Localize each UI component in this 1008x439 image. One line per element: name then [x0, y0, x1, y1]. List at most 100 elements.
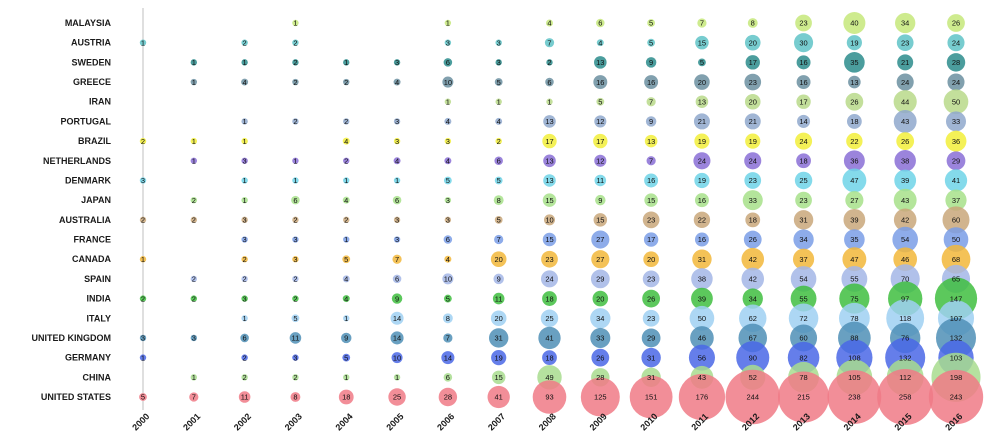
bubble: [894, 169, 917, 192]
bubble: [292, 39, 299, 46]
bubble: [492, 292, 505, 305]
bubble-value-label: 17: [799, 97, 807, 106]
bubble: [695, 35, 709, 50]
bubble: [693, 152, 711, 170]
bubbles-layer: [139, 11, 984, 425]
bubble-value-label: 3: [446, 216, 450, 225]
bubble: [590, 308, 611, 329]
bubble-value-label: 19: [698, 137, 706, 146]
bubble: [643, 232, 659, 247]
bubble: [292, 157, 299, 164]
bubble-value-label: 1: [293, 19, 297, 28]
bubble-value-label: 3: [243, 294, 247, 303]
bubble-value-label: 49: [545, 373, 553, 382]
bubble-value-label: 3: [243, 235, 247, 244]
bubble-value-label: 1: [547, 97, 551, 106]
bubble: [595, 194, 606, 206]
bubble: [393, 177, 401, 184]
bubble: [393, 137, 401, 145]
bubble: [342, 353, 351, 362]
bubble: [444, 157, 452, 165]
bubble-value-label: 2: [243, 373, 247, 382]
bubble-value-label: 198: [950, 373, 963, 382]
bubble: [843, 150, 865, 172]
bubble-value-label: 6: [446, 373, 450, 382]
bubble: [444, 98, 452, 105]
bubble-value-label: 38: [698, 275, 706, 284]
bubble-value-label: 1: [243, 58, 247, 67]
country-label: IRAN: [89, 97, 111, 107]
bubble: [644, 173, 659, 188]
bubble-value-label: 125: [594, 393, 607, 402]
bubble: [443, 333, 453, 343]
bubble: [596, 97, 605, 106]
bubble: [139, 334, 147, 342]
bubble: [793, 229, 814, 250]
bubble-value-label: 14: [799, 117, 807, 126]
bubble: [642, 270, 660, 288]
bubble: [846, 132, 863, 150]
bubble-value-label: 5: [446, 294, 450, 303]
bubble-value-label: 55: [799, 294, 807, 303]
bubble-value-label: 54: [799, 275, 807, 284]
bubble: [139, 256, 147, 263]
bubble: [139, 295, 147, 302]
bubble: [541, 250, 558, 268]
bubble: [289, 332, 302, 344]
bubble-value-label: 17: [545, 137, 553, 146]
bubble-value-label: 30: [799, 38, 807, 47]
bubble-value-label: 23: [749, 176, 757, 185]
bubble: [843, 11, 866, 35]
bubble-value-label: 18: [545, 353, 553, 362]
bubble: [893, 109, 917, 133]
bubble-value-label: 34: [596, 314, 604, 323]
bubble: [443, 58, 453, 67]
bubble-value-label: 3: [293, 255, 297, 264]
bubble: [392, 254, 402, 264]
bubble-value-label: 9: [395, 294, 399, 303]
bubble-value-label: 6: [497, 156, 501, 165]
bubble-value-label: 24: [901, 78, 909, 87]
bubble-value-label: 19: [495, 353, 503, 362]
bubble: [393, 216, 401, 224]
bubble: [292, 19, 299, 27]
bubble-value-label: 15: [698, 38, 706, 47]
bubble-value-label: 2: [243, 353, 247, 362]
bubble-value-label: 11: [596, 176, 604, 185]
bubble: [190, 78, 198, 86]
bubble-value-label: 90: [749, 353, 757, 362]
bubble-value-label: 39: [850, 216, 858, 225]
bubble-value-label: 42: [749, 255, 757, 264]
bubble-value-label: 18: [545, 294, 553, 303]
bubble: [392, 195, 402, 205]
bubble-value-label: 4: [344, 294, 348, 303]
bubble-value-label: 47: [850, 255, 858, 264]
bubble-value-label: 6: [446, 235, 450, 244]
bubble: [343, 118, 350, 125]
bubble-value-label: 23: [647, 314, 655, 323]
bubble-value-label: 10: [444, 78, 452, 87]
bubble: [897, 54, 914, 71]
bubble: [342, 196, 350, 204]
bubble-value-label: 1: [344, 235, 348, 244]
bubble: [494, 176, 503, 185]
bubble: [393, 118, 401, 125]
bubble-value-label: 112: [899, 373, 911, 382]
bubble-value-label: 31: [647, 373, 655, 382]
bubble-value-label: 3: [293, 235, 297, 244]
bubble-value-label: 3: [395, 117, 399, 126]
bubble-value-label: 3: [395, 216, 399, 225]
bubble-value-label: 1: [243, 117, 247, 126]
bubble-value-label: 20: [749, 97, 757, 106]
bubble-value-label: 2: [293, 38, 297, 47]
year-label: 2006: [435, 411, 456, 432]
year-label: 2002: [232, 411, 253, 432]
bubble-value-label: 54: [901, 235, 909, 244]
bubble: [695, 95, 709, 109]
bubble-value-label: 26: [749, 235, 757, 244]
bubble-value-label: 3: [243, 156, 247, 165]
bubble-value-label: 60: [799, 334, 807, 343]
bubble: [945, 111, 967, 132]
bubble-value-label: 25: [545, 314, 553, 323]
bubble-value-label: 7: [547, 38, 551, 47]
